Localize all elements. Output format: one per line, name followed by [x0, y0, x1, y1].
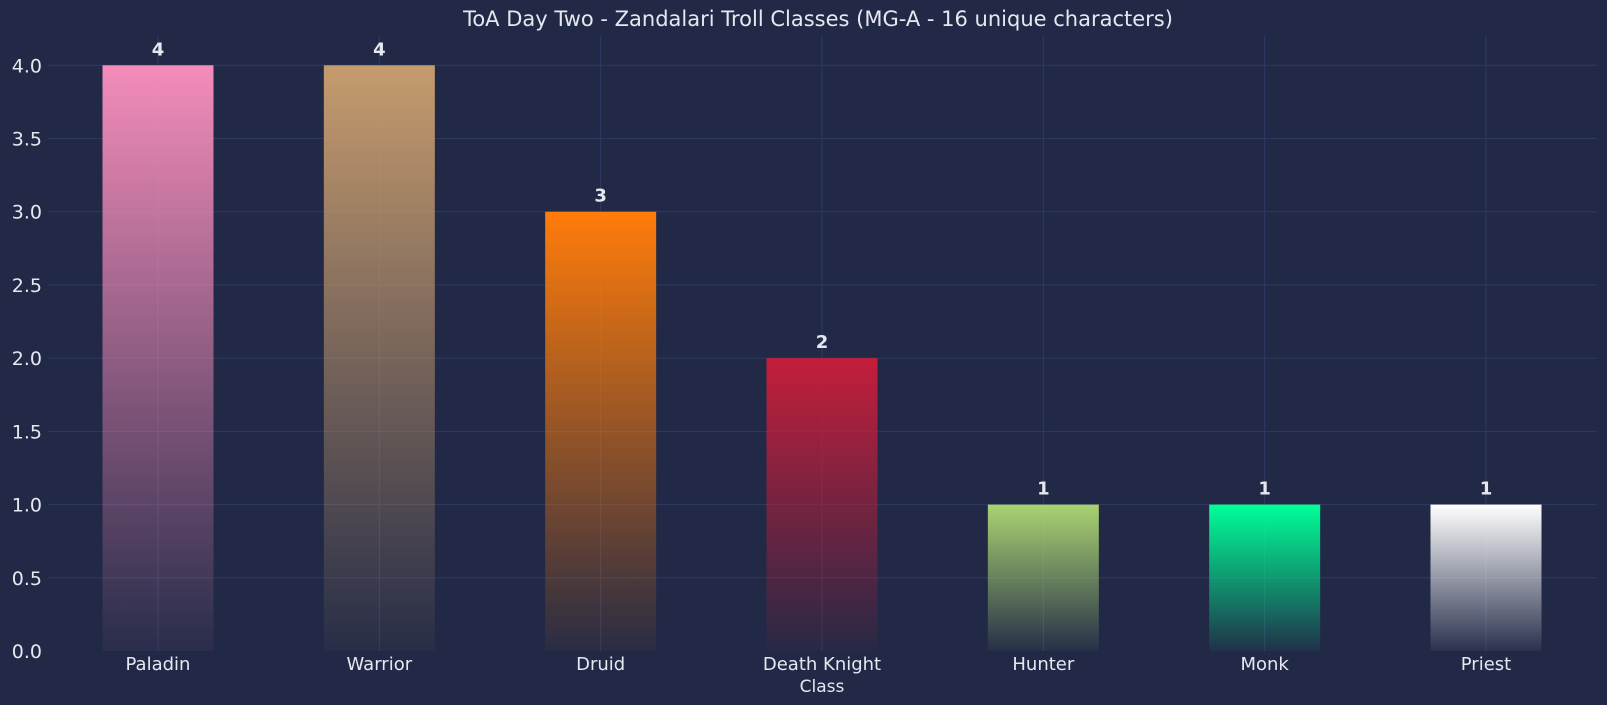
y-tick-label: 3.0	[12, 202, 42, 224]
x-tick-label: Hunter	[1012, 654, 1074, 675]
bar-hunter	[987, 504, 1099, 651]
x-axis-label: Class	[800, 677, 845, 697]
data-label: 1	[1258, 479, 1271, 500]
bar-death-knight	[766, 358, 878, 651]
data-label: 3	[594, 186, 607, 207]
data-label: 2	[816, 332, 829, 353]
y-tick-label: 0.5	[12, 568, 42, 590]
data-label: 4	[373, 39, 386, 60]
x-tick-label: Warrior	[347, 654, 413, 675]
bar-druid	[545, 211, 657, 651]
labels: 0.0 0.5 1.0 1.5 2.0 2.5 3.0 3.5 4.0 4 Paladin 4 Warr…	[12, 39, 1511, 675]
bar-warrior	[323, 65, 435, 652]
bars	[102, 65, 1542, 652]
data-label: 1	[1037, 479, 1050, 500]
bar-monk	[1209, 504, 1321, 651]
x-tick-label: Monk	[1240, 654, 1289, 675]
x-tick-label: Paladin	[126, 654, 191, 675]
bar-priest	[1430, 504, 1542, 651]
y-tick-label: 0.0	[12, 641, 42, 663]
y-tick-label: 3.5	[12, 129, 42, 151]
y-tick-label: 2.0	[12, 348, 42, 370]
y-tick-label: 2.5	[12, 275, 42, 297]
y-tick-label: 1.5	[12, 421, 42, 443]
data-label: 4	[152, 39, 165, 60]
y-tick-label: 4.0	[12, 55, 42, 77]
y-tick-label: 1.0	[12, 495, 42, 517]
x-tick-label: Priest	[1461, 654, 1511, 675]
chart-title: ToA Day Two - Zandalari Troll Classes (M…	[462, 7, 1173, 31]
x-tick-label: Druid	[576, 654, 625, 675]
x-tick-label: Death Knight	[763, 654, 881, 675]
bar-paladin	[102, 65, 214, 652]
data-label: 1	[1480, 479, 1493, 500]
